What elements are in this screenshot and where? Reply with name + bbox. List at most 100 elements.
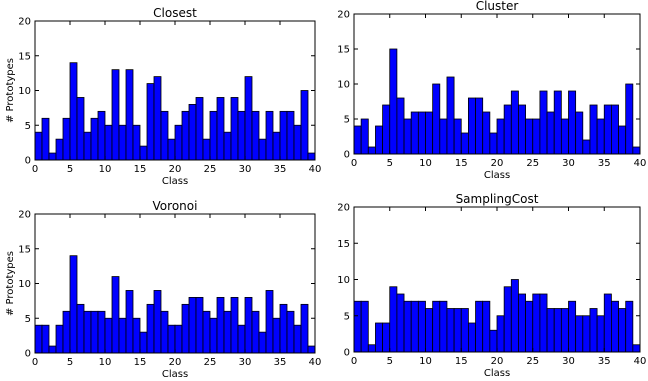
y-tick-label: 10 [337,275,350,286]
x-tick-label: 0 [351,356,357,367]
y-tick-label: 0 [25,156,31,167]
bar-class-18 [482,111,491,155]
bar-class-31 [575,111,584,155]
bar-class-20 [174,124,183,161]
bar-class-7 [83,131,92,161]
bar-class-21 [503,286,512,353]
x-axis-label: Class [484,170,510,181]
bar-class-37 [618,308,627,353]
bar-class-27 [223,310,232,354]
bar-class-28 [230,97,239,161]
bar-class-3 [55,138,64,161]
x-tick-label: 5 [387,356,393,367]
x-tick-label: 25 [526,356,539,367]
y-tick-label: 10 [18,279,31,290]
bar-class-31 [251,310,260,354]
x-tick-label: 25 [526,158,539,169]
bar-class-18 [160,310,169,354]
bar-class-11 [111,69,120,161]
bar-class-9 [417,111,426,155]
bar-class-1 [360,118,369,155]
x-tick-label: 15 [134,357,147,368]
x-tick-label: 30 [239,164,252,175]
bar-class-19 [489,132,498,155]
bar-class-15 [139,331,148,354]
bar-class-21 [181,110,190,161]
x-tick-label: 10 [99,357,112,368]
y-tick-label: 15 [337,45,350,56]
bar-class-14 [132,317,141,354]
bar-class-18 [482,300,491,353]
x-tick-label: 20 [169,164,182,175]
bar-class-26 [216,97,225,161]
y-tick-label: 15 [337,239,350,250]
bar-class-4 [382,104,391,155]
x-axis-label: Class [162,369,188,380]
chart-panel-1: 0 5 10 15 20 25 30 35 40 0 5 10 15 20 Cluster Class [337,0,646,181]
bar-class-3 [375,125,384,155]
bar-class-25 [532,118,541,155]
bar-class-6 [76,303,85,354]
bar-class-20 [496,315,505,353]
x-tick-label: 35 [598,356,611,367]
bar-class-10 [104,124,113,161]
x-tick-label: 20 [491,158,504,169]
bar-class-24 [202,310,211,354]
bar-class-32 [258,331,267,354]
y-tick-label: 15 [18,244,31,255]
x-tick-label: 5 [67,357,73,368]
bar-class-39 [632,146,641,155]
x-tick-label: 5 [387,158,393,169]
bar-class-25 [209,317,218,354]
bar-class-35 [603,104,612,155]
bar-class-13 [446,76,455,155]
bar-class-12 [439,300,448,353]
x-tick-label: 30 [239,357,252,368]
bar-class-29 [237,110,246,161]
chart-panel-2: 0 5 10 15 20 25 30 35 40 0 5 10 15 20 Voronoi Class # Pr… [5,199,321,380]
bar-class-6 [396,97,405,155]
bar-class-30 [568,300,577,353]
x-tick-label: 30 [562,356,575,367]
bar-class-25 [209,110,218,161]
bar-class-5 [69,255,78,354]
y-axis-label: # Prototypes [5,251,16,316]
x-tick-label: 10 [99,164,112,175]
x-tick-label: 0 [32,357,38,368]
bar-class-37 [618,125,627,155]
bar-class-5 [389,286,398,353]
x-tick-label: 10 [419,356,432,367]
bar-class-13 [125,290,134,354]
bar-class-0 [34,131,43,161]
bar-class-26 [216,296,225,354]
chart-title: SamplingCost [456,192,539,206]
bar-class-38 [300,90,309,161]
y-tick-label: 10 [337,80,350,91]
bar-class-34 [596,315,605,353]
y-tick-label: 5 [344,311,350,322]
bar-class-22 [188,296,197,354]
bar-class-35 [279,110,288,161]
bar-class-27 [546,308,555,353]
bar-class-34 [596,118,605,155]
bar-class-12 [118,317,127,354]
bar-class-8 [90,310,99,354]
bar-class-33 [589,104,598,155]
bar-class-12 [118,124,127,161]
x-tick-label: 40 [634,158,647,169]
bar-class-34 [272,317,281,354]
y-tick-label: 0 [344,348,350,359]
bar-class-0 [353,300,362,353]
bar-class-19 [167,138,176,161]
bar-class-29 [560,308,569,353]
bar-class-8 [90,117,99,161]
bar-class-9 [97,110,106,161]
y-tick-label: 5 [344,115,350,126]
bar-class-32 [582,315,591,353]
bar-class-21 [181,303,190,354]
chart-title: Closest [153,6,197,20]
bar-class-32 [582,139,591,155]
bar-class-28 [230,296,239,354]
y-tick-label: 0 [344,150,350,161]
bar-class-6 [76,97,85,161]
